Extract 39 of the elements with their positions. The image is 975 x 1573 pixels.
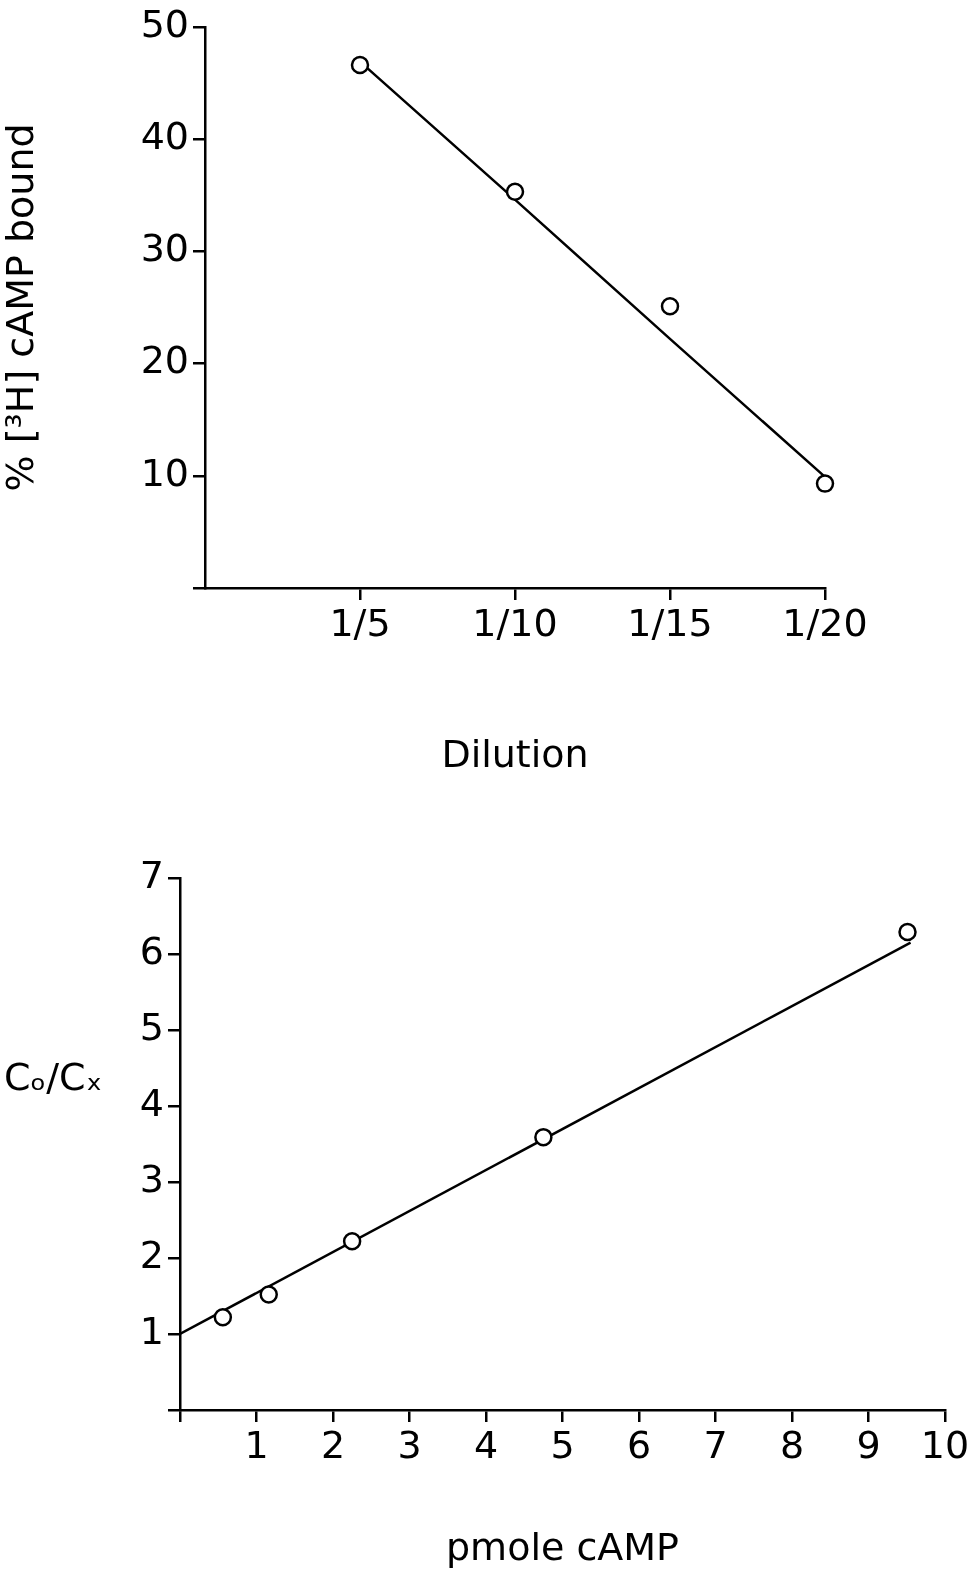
- x-axis-title: pmole cAMP: [446, 1525, 679, 1570]
- y-tick-label: 5: [139, 1004, 164, 1049]
- y-tick-label: 3: [139, 1156, 164, 1201]
- point: [660, 297, 680, 316]
- x-tick-label: 1/15: [627, 600, 713, 645]
- point: [534, 1127, 553, 1147]
- x-tick-label: 8: [779, 1422, 805, 1467]
- y-tick-label: 30: [140, 226, 189, 271]
- x-tick-label: 1/5: [329, 600, 391, 645]
- x-tick-label: 5: [550, 1422, 575, 1467]
- y-tick-label: 50: [140, 1, 189, 46]
- point: [898, 922, 917, 942]
- y-tick-label: 2: [139, 1232, 164, 1277]
- x-tick-label: 9: [856, 1422, 881, 1467]
- y-tick-label: 20: [140, 338, 189, 383]
- point: [815, 474, 835, 493]
- point: [213, 1308, 233, 1327]
- x-tick-label: 1/20: [782, 600, 868, 645]
- y-axis-title: % [³H] cAMP bound: [0, 123, 42, 492]
- y-tick-label: 7: [139, 852, 164, 897]
- y-tick-label: 40: [140, 113, 189, 158]
- y-tick-label: 6: [139, 928, 164, 973]
- point: [505, 182, 525, 202]
- point: [342, 1232, 362, 1251]
- x-tick-label: 2: [320, 1422, 346, 1467]
- y-tick-label: 1: [139, 1308, 164, 1353]
- x-tick-label: 3: [397, 1422, 422, 1467]
- x-tick-label: 4: [473, 1422, 499, 1467]
- y-axis-title: Cₒ/Cₓ: [4, 1055, 103, 1100]
- y-tick-label: 4: [139, 1080, 164, 1125]
- x-tick-label: 10: [920, 1422, 970, 1467]
- point: [259, 1285, 278, 1304]
- x-tick-label: 7: [703, 1422, 728, 1467]
- x-tick-label: 1: [244, 1422, 269, 1467]
- x-tick-label: 1/10: [472, 600, 558, 645]
- x-axis-title: Dilution: [441, 732, 589, 777]
- point: [350, 55, 370, 75]
- x-tick-label: 6: [626, 1422, 652, 1467]
- y-tick-label: 10: [140, 450, 189, 495]
